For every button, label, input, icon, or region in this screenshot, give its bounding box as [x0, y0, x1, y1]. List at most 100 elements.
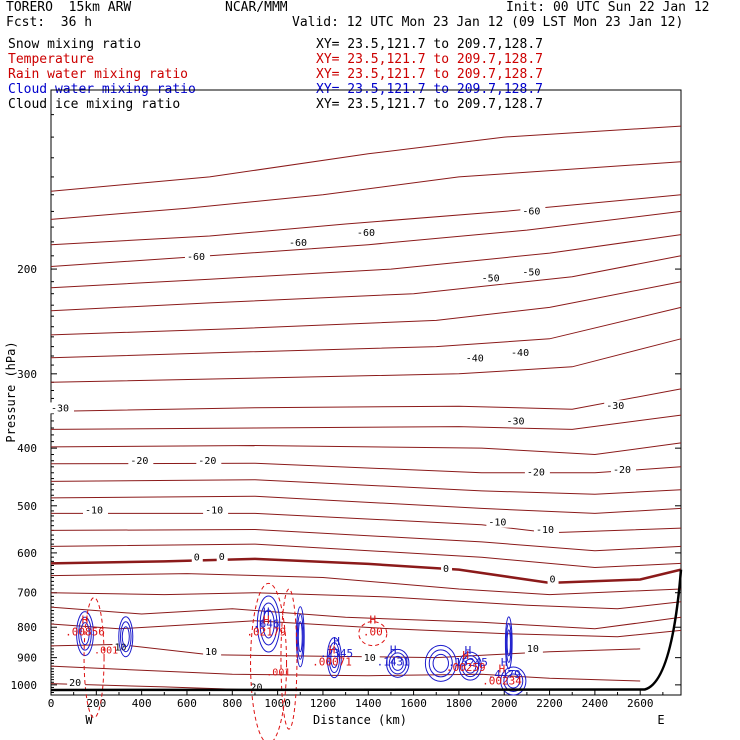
- cloud-water-contour-0: [80, 622, 90, 646]
- header-center: NCAR/MMM: [225, 0, 288, 15]
- legend-label-4: Cloud ice mixing ratio: [8, 97, 180, 112]
- cloud-water-contour-2: [256, 595, 281, 653]
- isotherm-label-bg: [547, 573, 559, 585]
- isotherm-low-0: [50, 573, 682, 596]
- maximum-marker-h: H: [329, 643, 336, 656]
- isotherm-label-bg: [441, 562, 453, 574]
- isotherm-label: 10: [205, 647, 217, 658]
- isotherm-label: -60: [289, 238, 307, 249]
- isotherm-low-5: [50, 665, 641, 682]
- isotherm-label-bg: [486, 516, 512, 528]
- isotherm-label: 0: [194, 553, 200, 564]
- maximum-marker-value: .15245: [448, 656, 488, 669]
- maximum-marker-value: .4479: [488, 668, 521, 681]
- isotherm-label: -10: [536, 525, 554, 536]
- terrain-line: [50, 569, 683, 692]
- maximum-marker-h: H: [82, 614, 89, 627]
- y-tick-label: 600: [17, 547, 37, 560]
- x-tick-label: 200: [86, 697, 106, 710]
- maximum-marker-h: H: [390, 643, 397, 656]
- isotherm-label-bg: [479, 272, 505, 284]
- isotherm-label-bg: [509, 346, 535, 358]
- cloud-water-contour-4: [330, 647, 339, 669]
- cloud-water-contour-9: [505, 622, 512, 663]
- isotherm-label-bg: [82, 504, 108, 516]
- legend-label-1: Temperature: [8, 52, 94, 67]
- rain-contour-1: [250, 582, 288, 740]
- isotherm-label-bg: [191, 551, 203, 563]
- x-tick-label: 600: [177, 697, 197, 710]
- plot-frame: [50, 89, 682, 696]
- y-tick-label: 800: [17, 621, 37, 634]
- isotherm-label-bg: [184, 250, 210, 262]
- rain-contour-0: [83, 597, 105, 719]
- cloud-water-contour-8: [503, 669, 524, 692]
- isotherm-label-bg: [361, 652, 380, 664]
- isotherm-3: [50, 210, 682, 267]
- isotherm-label: -20: [130, 456, 148, 467]
- cloud-water-contour-7: [458, 651, 482, 681]
- cloud-water-contour-2: [262, 609, 275, 639]
- x-tick-label: 2000: [491, 697, 518, 710]
- isotherm-6: [50, 281, 682, 336]
- maximum-marker-h: H: [462, 649, 469, 662]
- isotherm-label-bg: [354, 227, 380, 239]
- x-tick-label: 2200: [536, 697, 563, 710]
- cloud-water-contour-3: [297, 621, 303, 653]
- maximum-marker-h: H: [499, 662, 506, 675]
- cloud-water-contour-9: [506, 629, 511, 657]
- isotherm-label: 0: [443, 564, 449, 575]
- header-init: Init: 00 UTC Sun 22 Jan 12: [506, 0, 710, 15]
- cloud-water-contour-0: [76, 611, 94, 657]
- isotherm-label: -30: [51, 403, 69, 414]
- isotherm-zero: [50, 557, 682, 585]
- legend-xy-4: XY= 23.5,121.7 to 209.7,128.7: [316, 97, 543, 112]
- maximum-marker-value: .02179: [246, 626, 286, 639]
- legend-xy-1: XY= 23.5,121.7 to 209.7,128.7: [316, 52, 543, 67]
- isotherm-label-bg: [248, 681, 267, 693]
- isotherm-label: -10: [488, 518, 506, 529]
- maximum-marker-h: H: [263, 606, 270, 619]
- isotherm-label: -40: [466, 353, 484, 364]
- x-tick-label: 0: [48, 697, 55, 710]
- y-tick-label: 300: [17, 368, 37, 381]
- header-model: TORERO 15km ARW: [6, 0, 132, 15]
- cloud-water-contour-9: [504, 616, 513, 670]
- maximum-marker-value: .00071: [312, 655, 352, 668]
- isotherm-label: -60: [357, 228, 375, 239]
- x-tick-label: 1800: [446, 697, 473, 710]
- maximum-marker-value: .00: [363, 626, 383, 639]
- isotherm-label-bg: [520, 266, 546, 278]
- isotherm-low-1: [50, 592, 682, 610]
- legend-xy-2: XY= 23.5,121.7 to 209.7,128.7: [316, 67, 543, 82]
- isotherm-label: -50: [522, 267, 540, 278]
- maximum-marker-value: .646: [253, 618, 280, 631]
- end-label-east: E: [657, 713, 664, 727]
- maximum-marker-h: H: [369, 614, 376, 627]
- maximum-marker-value: .1431: [377, 655, 410, 668]
- y-tick-label: 1000: [11, 679, 38, 692]
- maximum-marker-value: .00259: [446, 661, 486, 674]
- isotherm-label-bg: [524, 642, 543, 654]
- cloud-water-contour-5: [388, 652, 407, 675]
- cloud-water-contour-3: [296, 613, 304, 660]
- legend-xy-0: XY= 23.5,121.7 to 209.7,128.7: [316, 37, 543, 52]
- maximum-marker-h: H: [501, 656, 508, 669]
- isotherm-4: [50, 234, 682, 289]
- x-axis-label: Distance (km): [313, 713, 407, 727]
- x-tick-label: 1000: [264, 697, 291, 710]
- rain-contour-3: [358, 621, 388, 647]
- isotherm-label-bg: [203, 504, 229, 516]
- isotherm-label-bg: [611, 463, 637, 475]
- y-tick-label: 900: [17, 652, 37, 665]
- isotherm-label: -30: [507, 416, 525, 427]
- isotherm-label: -60: [187, 252, 205, 263]
- isotherm-label: -10: [85, 505, 103, 516]
- header-valid: Valid: 12 UTC Mon 23 Jan 12 (09 LST Mon …: [292, 15, 684, 30]
- cloud-water-contour-5: [386, 648, 410, 678]
- isotherm-label-bg: [524, 466, 550, 478]
- cloud-water-contour-6: [428, 649, 453, 678]
- y-axis-label: Pressure (hPa): [4, 341, 18, 442]
- isotherm-label-bg: [67, 677, 86, 689]
